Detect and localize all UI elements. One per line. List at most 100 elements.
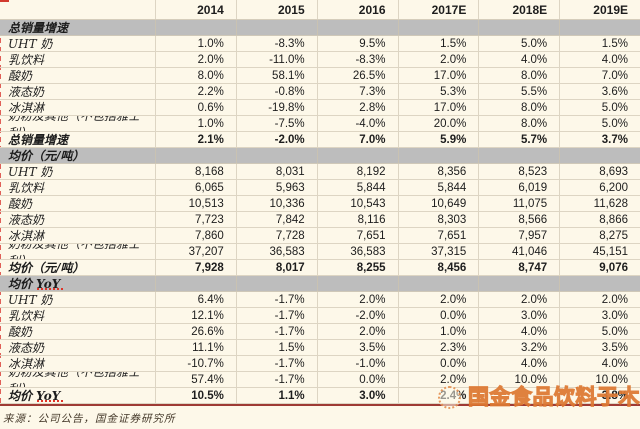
value-cell: 10,543 (316, 196, 398, 211)
value-cell: 7,728 (235, 228, 317, 243)
value-cell: 7.3% (316, 84, 398, 99)
value-cell-text: 11,075 (512, 197, 548, 210)
section-header-label: 总销量增速 (0, 20, 155, 35)
year-header-cell: 2019E (559, 0, 640, 19)
table-row: 冰淇淋 -10.7% -1.7% -1.0% 0.0% 4.0% 4.0% (0, 356, 640, 372)
value-cell-text: 10,336 (269, 197, 305, 210)
value-cell: 2.2% (155, 84, 236, 99)
value-cell-text: 8,116 (357, 213, 386, 226)
dairy-volume-price-forecast-table: 2014 2015 2016 2017E 2018E 2019E 总销量增速 UHT 奶 1.0… (0, 0, 640, 406)
table-row: 酸奶 8.0% 58.1% 26.5% 17.0% 8.0% 7.0% (0, 68, 640, 84)
value-cell-text: 10,543 (350, 197, 386, 210)
total-value-cell-text: 5.9% (440, 133, 467, 146)
value-cell-text: 36,583 (350, 245, 386, 258)
value-cell-text: 7.0% (601, 69, 628, 82)
value-cell-text: 4.0% (520, 325, 548, 338)
row-label: 乳饮料 (0, 180, 155, 195)
empty-cell (559, 148, 640, 163)
total-value-cell-text: 5.7% (520, 133, 548, 146)
spellcheck-underline (37, 288, 65, 290)
value-cell-text: 1.5% (601, 37, 628, 50)
year-header-cell: 2015 (235, 0, 317, 19)
value-cell: 2.0% (155, 52, 236, 67)
year-header-cell-text: 2014 (197, 2, 224, 17)
value-cell-text: 3.0% (520, 309, 548, 322)
value-cell-text: 2.0% (440, 293, 467, 306)
table-row: 酸奶 26.6% -1.7% 2.0% 1.0% 4.0% 5.0% (0, 324, 640, 340)
value-cell-text: 3.5% (601, 341, 628, 354)
value-cell-text: 5.3% (440, 85, 467, 98)
value-cell: 8.0% (478, 100, 559, 115)
value-cell-text: 1.0% (197, 37, 224, 50)
total-value-cell: 3.7% (559, 132, 640, 147)
value-cell-text: 8,566 (518, 213, 548, 226)
value-cell-text: -4.0% (355, 117, 386, 130)
value-cell-text: -7.5% (274, 117, 305, 130)
value-cell-text: 17.0% (433, 101, 467, 114)
value-cell: 17.0% (397, 68, 479, 83)
value-cell-text: 26.5% (352, 69, 386, 82)
value-cell-text: -8.3% (274, 37, 305, 50)
value-cell-text: 3.5% (359, 341, 386, 354)
value-cell: 8,275 (559, 228, 640, 243)
value-cell-text: 5,844 (356, 181, 386, 194)
row-label: 酸奶 (0, 196, 155, 211)
value-cell: -11.0% (235, 52, 317, 67)
value-cell-text: 7,723 (195, 213, 224, 226)
table-row: 乳饮料 6,065 5,963 5,844 5,844 6,019 6,200 (0, 180, 640, 196)
value-cell: 36,583 (316, 244, 398, 259)
value-cell-text: 0.0% (440, 309, 467, 322)
spellcheck-underline (37, 400, 65, 402)
value-cell: 11.1% (155, 340, 236, 355)
value-cell-text: -8.3% (355, 53, 386, 66)
value-cell: 4.0% (559, 356, 640, 371)
total-value-cell-text: 3.8% (601, 389, 628, 402)
row-label-text: 冰淇淋 (8, 101, 45, 115)
value-cell-text: 9.5% (359, 37, 386, 50)
value-cell: 4.0% (478, 356, 559, 371)
year-header-cell-text: 2017E (431, 2, 467, 17)
value-cell: 2.0% (397, 292, 479, 307)
year-header-cell-text: 2016 (358, 2, 386, 17)
value-cell: 8.0% (478, 116, 559, 131)
value-cell-text: 3.0% (601, 309, 628, 322)
value-cell-text: 0.0% (359, 373, 386, 386)
row-label: 冰淇淋 (0, 100, 155, 115)
value-cell: 10.0% (478, 372, 559, 387)
row-label: 奶粉及其他（不包括雅士利） (0, 372, 155, 387)
total-value-cell-text: 8,747 (518, 261, 548, 274)
value-cell-text: -1.0% (355, 357, 386, 370)
year-header-cell: 2014 (155, 0, 236, 19)
value-cell-text: 37,315 (431, 245, 467, 258)
value-cell: 8.0% (478, 68, 559, 83)
value-cell: 1.0% (155, 116, 236, 131)
value-cell: 5.5% (478, 84, 559, 99)
value-cell-text: -2.0% (355, 309, 386, 322)
value-cell: 0.6% (155, 100, 236, 115)
total-value-cell-text: -2.0% (274, 133, 305, 146)
value-cell: 10.0% (559, 372, 640, 387)
value-cell: -19.8% (235, 100, 317, 115)
value-cell: 3.2% (478, 340, 559, 355)
row-label: 奶粉及其他（不包括雅士利） (0, 116, 155, 131)
row-label-text: 奶粉及其他（不包括雅士利） (8, 372, 155, 387)
row-label: 奶粉及其他（不包括雅士利） (0, 244, 155, 259)
empty-cell (478, 20, 559, 35)
total-value-cell: 2.1% (155, 132, 236, 147)
year-header-cell-text: 2015 (277, 2, 305, 17)
section-header-row: 均价 YoY (0, 276, 640, 292)
value-cell-text: 7,728 (275, 229, 305, 242)
section-header-label: 均价 YoY (0, 276, 155, 291)
total-value-cell: 7.0% (316, 132, 398, 147)
value-cell: 1.0% (155, 36, 236, 51)
total-row-label: 均价 YoY (0, 388, 155, 403)
row-label: 冰淇淋 (0, 228, 155, 243)
total-value-cell: 1.1% (235, 388, 317, 403)
value-cell: 3.6% (559, 84, 640, 99)
value-cell: 5.0% (559, 116, 640, 131)
value-cell-text: -1.7% (274, 293, 305, 306)
row-label: 乳饮料 (0, 308, 155, 323)
value-cell-text: 2.0% (197, 53, 224, 66)
value-cell: 37,315 (397, 244, 479, 259)
empty-cell (478, 148, 559, 163)
